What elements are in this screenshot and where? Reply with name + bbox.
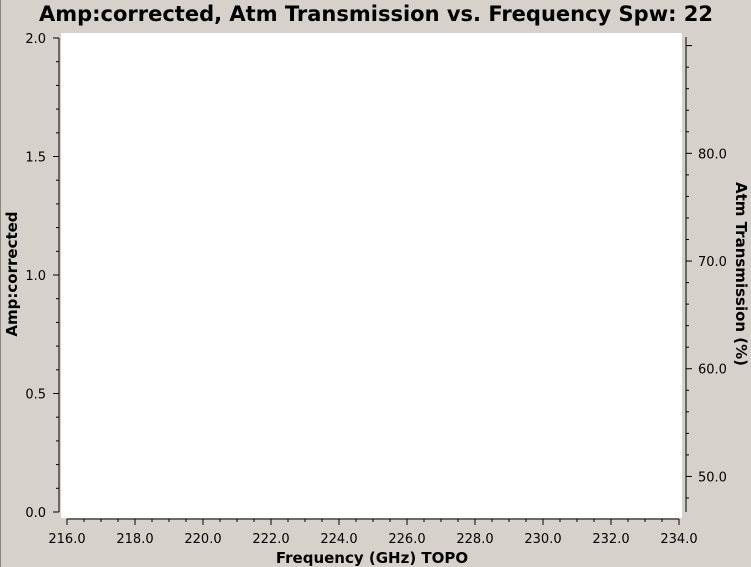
x-tick-label: 218.0 (116, 532, 153, 547)
y-tick-label: 1.5 (25, 151, 46, 166)
y-axis-right: 50.0 60.0 70.0 80.0 (685, 37, 727, 512)
x-axis: 216.0 218.0 220.0 222.0 224.0 226.0 228.0 230.0… (48, 518, 698, 547)
y-tick-label: 1.0 (25, 269, 46, 284)
chart-title: Amp:corrected, Atm Transmission vs. Freq… (39, 2, 713, 26)
y2-tick-label: 50.0 (698, 470, 727, 485)
x-tick-label: 216.0 (48, 532, 85, 547)
x-tick-label: 226.0 (388, 532, 425, 547)
y-tick-label: 0.0 (25, 506, 46, 521)
y-tick-label: 2.0 (25, 32, 46, 47)
y2-tick-label: 70.0 (698, 255, 727, 270)
x-tick-label: 230.0 (524, 532, 561, 547)
y2-axis-label: Atm Transmission (%) (732, 182, 750, 366)
y-tick-label: 0.5 (25, 388, 46, 403)
x-tick-label: 228.0 (456, 532, 493, 547)
y-axis-label: Amp:corrected (3, 211, 21, 336)
x-tick-label: 224.0 (320, 532, 357, 547)
x-tick-label: 232.0 (592, 532, 629, 547)
x-axis-label: Frequency (GHz) TOPO (276, 549, 468, 567)
x-tick-label: 220.0 (184, 532, 221, 547)
x-tick-label: 234.0 (660, 532, 697, 547)
y2-tick-label: 60.0 (698, 363, 727, 378)
y-axis-left: 0.0 0.5 1.0 1.5 2.0 (25, 32, 60, 521)
y2-tick-label: 80.0 (698, 147, 727, 162)
plot-area (61, 33, 682, 518)
x-tick-label: 222.0 (252, 532, 289, 547)
